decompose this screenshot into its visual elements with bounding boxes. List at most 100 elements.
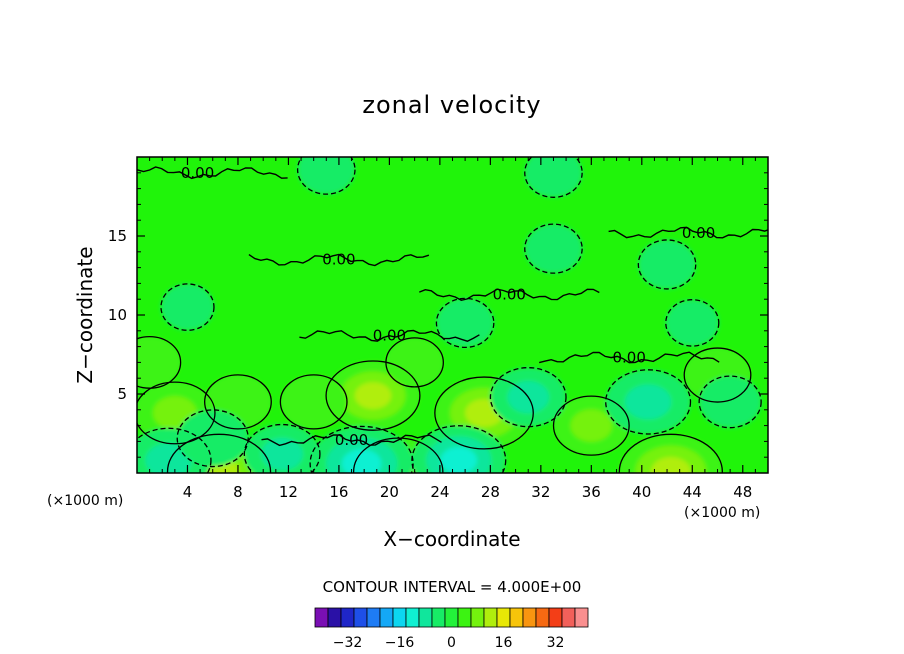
y-tick-label: 10 — [108, 306, 127, 324]
contour-label: 0.00 — [682, 224, 715, 242]
negative-contour-line — [435, 297, 495, 349]
x-tick-label: 20 — [380, 483, 399, 501]
positive-level-region — [651, 457, 691, 473]
negative-level-region — [160, 283, 214, 331]
colorbar-tick-label: −32 — [333, 635, 363, 651]
colorbar-swatch — [366, 607, 381, 628]
negative-level-region — [638, 239, 696, 289]
positive-contour-line — [385, 337, 444, 388]
colorbar-swatch — [496, 607, 511, 628]
x-tick-label: 28 — [481, 483, 500, 501]
positive-contour-line — [434, 376, 534, 450]
colorbar-tick-label: 16 — [495, 635, 513, 651]
colorbar-tick-label: 32 — [547, 635, 565, 651]
zero-contour-line — [261, 434, 442, 447]
y-tick-label: 15 — [108, 227, 127, 245]
negative-contour-line — [137, 427, 212, 473]
positive-contour-line — [137, 335, 182, 389]
contour-label: 0.00 — [181, 164, 214, 182]
negative-contour-line — [243, 423, 321, 473]
colorbar-swatch — [522, 607, 537, 628]
negative-contour-line — [524, 223, 583, 274]
negative-level-region — [440, 446, 478, 473]
x-axis-ticks: 4 8 12 16 20 24 28 32 36 40 44 48 — [149, 157, 756, 501]
colorbar-swatch — [431, 607, 446, 628]
colorbar-swatch — [457, 607, 472, 628]
positive-level-region — [385, 337, 444, 387]
x-tick-label: 8 — [233, 483, 243, 501]
y-axis-label: Z−coordinate — [73, 246, 97, 383]
positive-contour-line — [166, 433, 272, 473]
positive-level-region — [137, 336, 181, 389]
zero-contour-line — [539, 351, 720, 364]
negative-contour-line — [411, 425, 507, 473]
colorbar-swatch — [509, 607, 524, 628]
negative-contour-line — [637, 239, 697, 290]
positive-contour-line — [204, 374, 272, 430]
x-axis-unit: (×1000 m) — [684, 505, 760, 521]
colorbar-swatch — [405, 607, 420, 628]
contour-label: 0.00 — [335, 431, 368, 449]
contour-lines — [137, 157, 768, 473]
negative-contour-line — [698, 375, 762, 429]
contour-label: 0.00 — [322, 251, 355, 269]
colorbar-swatch — [314, 607, 329, 628]
y-axis-ticks: 5 10 15 — [108, 172, 768, 458]
colorbar-swatch — [561, 607, 576, 628]
colorbar-swatch — [548, 607, 563, 628]
negative-level-region — [524, 157, 583, 198]
colorbar-tick-label: −16 — [385, 635, 415, 651]
x-tick-label: 48 — [733, 483, 752, 501]
negative-level-region — [297, 157, 355, 195]
x-axis-label: X−coordinate — [383, 527, 520, 551]
negative-level-region — [624, 384, 672, 420]
colorbar-swatch — [379, 607, 394, 628]
zero-contour-line — [608, 226, 768, 239]
y-tick-label: 5 — [117, 385, 127, 403]
x-tick-label: 32 — [531, 483, 550, 501]
negative-level-region — [177, 409, 249, 467]
colorbar-swatch — [470, 607, 485, 628]
negative-contour-line — [489, 367, 567, 428]
chart-title: zonal velocity — [362, 91, 541, 119]
colorbar — [314, 607, 589, 628]
contour-label: 0.00 — [612, 349, 645, 367]
colorbar-swatch — [444, 607, 459, 628]
zero-contour-line — [419, 288, 600, 302]
negative-level-region — [665, 299, 719, 347]
negative-level-region — [341, 449, 382, 473]
colorbar-swatch — [340, 607, 355, 628]
positive-level-region — [354, 382, 392, 410]
plot-area: 0.000.000.000.000.000.000.00 4 8 12 16 20 24 2… — [108, 156, 769, 501]
negative-contour-line — [160, 283, 215, 331]
positive-level-region — [280, 374, 347, 429]
colorbar-swatch — [418, 607, 433, 628]
colorbar-swatch — [392, 607, 407, 628]
y-axis-unit: (×1000 m) — [47, 493, 123, 509]
x-tick-label: 40 — [632, 483, 651, 501]
contour-label: 0.00 — [373, 327, 406, 345]
colorbar-tick-label: 0 — [447, 635, 456, 651]
negative-contour-line — [309, 425, 414, 473]
x-tick-label: 44 — [683, 483, 702, 501]
colorbar-swatch — [483, 607, 498, 628]
negative-contour-line — [665, 299, 720, 347]
positive-contour-line — [325, 360, 421, 431]
x-tick-label: 16 — [329, 483, 348, 501]
positive-contour-line — [683, 347, 752, 403]
positive-contour-line — [618, 433, 723, 473]
colorbar-swatch — [574, 607, 589, 628]
negative-contour-line — [524, 157, 583, 198]
negative-contour-line — [296, 157, 356, 195]
contour-interval-text: CONTOUR INTERVAL = 4.000E+00 — [323, 578, 582, 596]
colorbar-swatch — [535, 607, 550, 628]
zero-contour-line — [299, 329, 480, 342]
negative-contour-line — [605, 369, 692, 435]
positive-level-region — [570, 409, 613, 442]
positive-contour-line — [552, 395, 630, 456]
x-tick-label: 24 — [430, 483, 449, 501]
colorbar-labels: −32 −16 0 16 32 — [333, 635, 565, 651]
positive-contour-line — [279, 374, 348, 430]
colorbar-swatch — [327, 607, 342, 628]
